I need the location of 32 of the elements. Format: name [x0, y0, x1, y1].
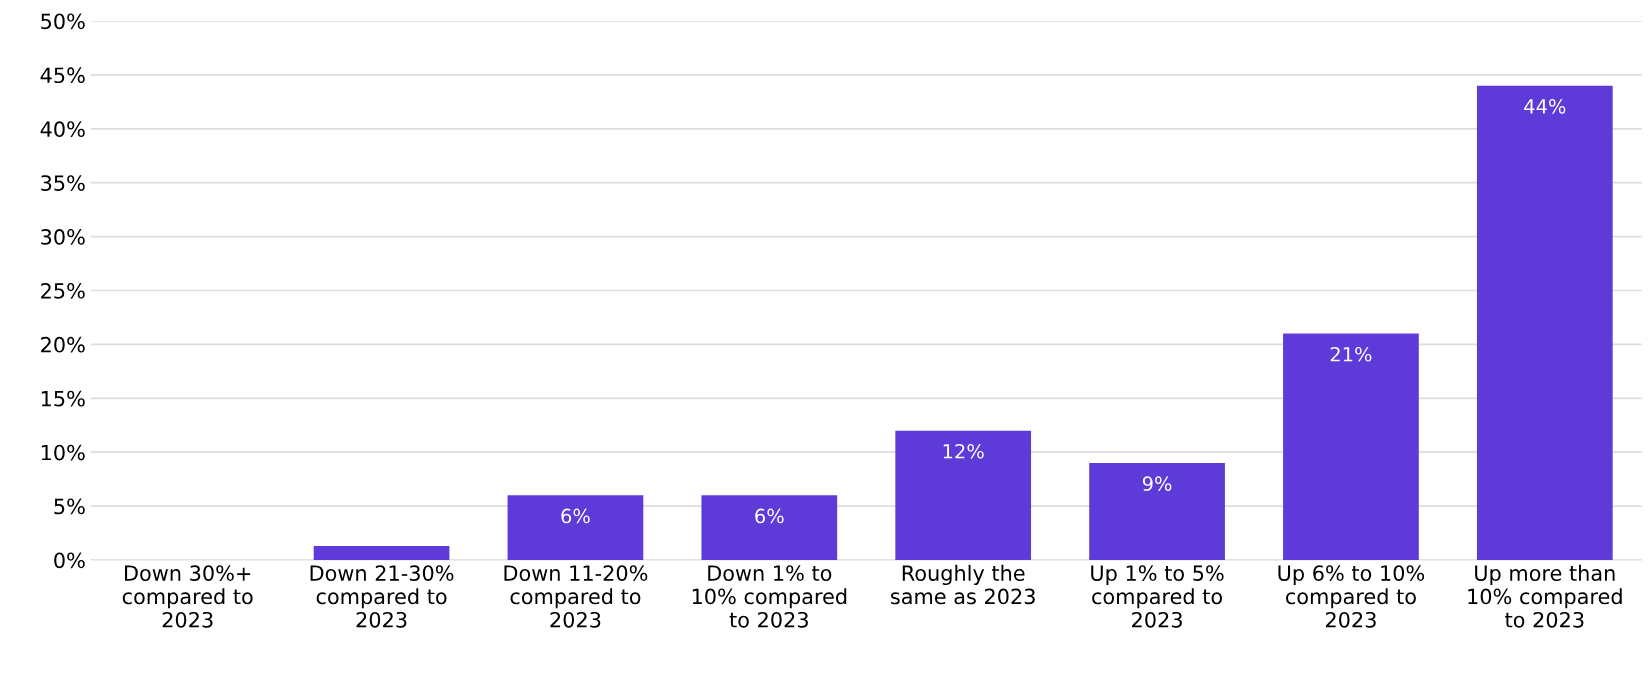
y-tick-label: 10% — [41, 444, 85, 461]
x-tick-label: Down 1% to 10% compared to 2023 — [692, 565, 847, 628]
data-label: 44% — [1524, 98, 1566, 114]
x-tick-label: Roughly the same as 2023 — [891, 564, 1035, 605]
y-tick-label: 50% — [41, 13, 85, 30]
y-tick-label: 45% — [40, 67, 85, 84]
y-tick-label: 35% — [41, 175, 85, 191]
data-label: 21% — [1330, 346, 1372, 362]
y-tick-label: 20% — [41, 336, 85, 353]
data-label: 9% — [1142, 476, 1172, 491]
bar — [1476, 85, 1613, 560]
bar — [1283, 333, 1419, 560]
bar — [1089, 462, 1225, 560]
y-tick-label: 5% — [54, 498, 85, 515]
y-tick-label: 0% — [54, 552, 85, 569]
data-label: 6% — [561, 508, 590, 524]
x-tick-label: Up 6% to 10% compared to 2023 — [1278, 565, 1425, 628]
bar — [313, 545, 450, 560]
bar — [507, 495, 644, 560]
bar — [895, 430, 1032, 560]
y-tick-label: 40% — [40, 121, 85, 138]
x-tick-label: Up more than 10% compared to 2023 — [1468, 564, 1622, 628]
x-tick-label: Down 30%+ compared to 2023 — [122, 565, 253, 628]
bar — [701, 495, 838, 560]
x-tick-label: Down 21-30% compared to 2023 — [310, 565, 454, 628]
data-label: 6% — [755, 508, 784, 524]
y-tick-label: 25% — [41, 282, 85, 299]
y-tick-label: 30% — [41, 229, 85, 245]
x-tick-label: Up 1% to 5% compared to 2023 — [1091, 565, 1224, 628]
x-tick-label: Down 11-20% compared to 2023 — [504, 565, 648, 628]
data-label: 12% — [943, 443, 984, 459]
y-tick-label: 15% — [41, 390, 85, 407]
